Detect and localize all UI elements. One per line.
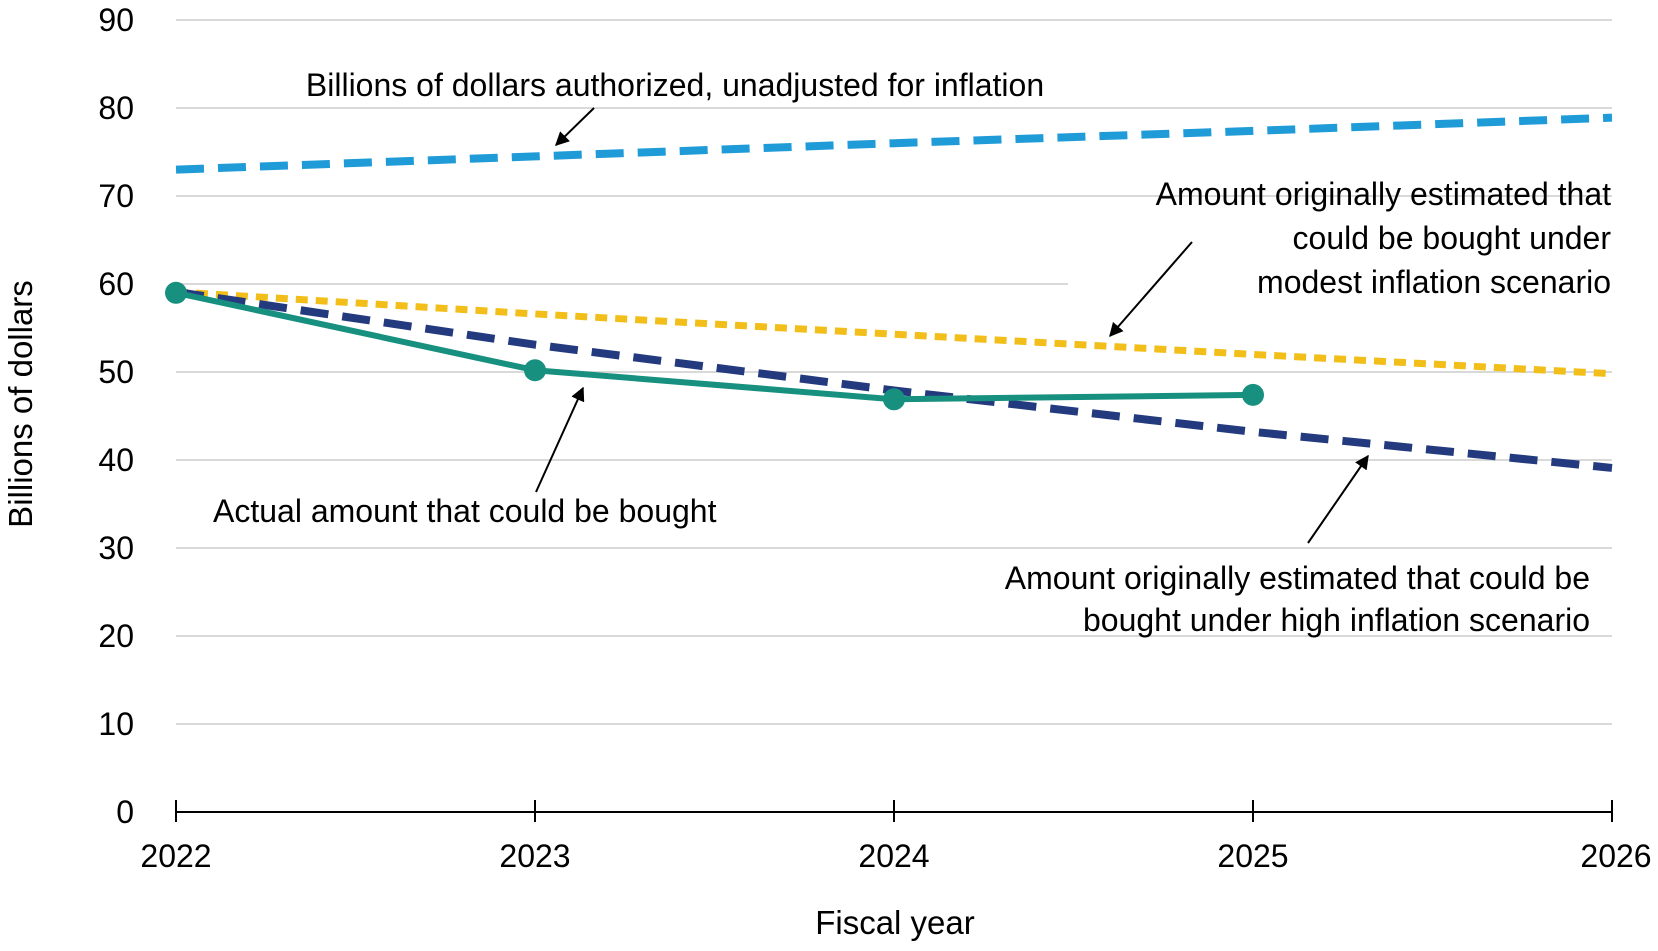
- y-tick-label: 60: [98, 266, 134, 302]
- data-point-actual: [165, 281, 187, 304]
- data-point-actual: [524, 359, 546, 382]
- data-point-actual: [1242, 383, 1264, 406]
- annotation-arrow-actual: [535, 386, 585, 493]
- x-tick-label: 2025: [1217, 838, 1288, 874]
- annotation-actual: Actual amount that could be bought: [213, 493, 717, 529]
- x-tick-label: 2026: [1580, 838, 1651, 874]
- x-tick-label: 2024: [858, 838, 929, 874]
- x-tick-label: 2023: [499, 838, 570, 874]
- annotation-arrow-modest: [1109, 241, 1193, 338]
- y-tick-label: 50: [98, 354, 134, 390]
- gridlines: [176, 19, 1612, 725]
- annotation-modest: Amount originally estimated that could be…: [1156, 176, 1612, 300]
- y-axis-title: Billions of dollars: [2, 280, 39, 528]
- annotation-high: Amount originally estimated that could b…: [1005, 560, 1590, 638]
- series-markers: [165, 281, 1264, 411]
- x-tick-label: 2022: [140, 838, 211, 874]
- y-tick-label: 20: [98, 618, 134, 654]
- y-tick-label: 90: [98, 2, 134, 38]
- y-tick-label: 40: [98, 442, 134, 478]
- annotation-arrow-high: [1307, 454, 1369, 544]
- axes: 0 10 20 30 40 50 60 70 80 90 2022 2023 2024 2025 2026: [98, 2, 1651, 874]
- series-line-authorized: [175, 113, 1613, 174]
- series-line-actual: [173, 289, 1256, 403]
- y-tick-label: 0: [116, 794, 134, 830]
- annotations: Billions of dollars authorized, unadjust…: [213, 67, 1611, 638]
- y-tick-label: 70: [98, 178, 134, 214]
- annotation-arrow-authorized: [554, 107, 595, 146]
- data-point-actual: [883, 388, 905, 411]
- y-tick-label: 30: [98, 530, 134, 566]
- y-tick-label: 80: [98, 90, 134, 126]
- y-tick-label: 10: [98, 706, 134, 742]
- annotation-authorized: Billions of dollars authorized, unadjust…: [306, 67, 1044, 103]
- series-line-high: [175, 287, 1613, 472]
- series-line-modest: [175, 288, 1613, 378]
- x-axis-title: Fiscal year: [815, 904, 975, 941]
